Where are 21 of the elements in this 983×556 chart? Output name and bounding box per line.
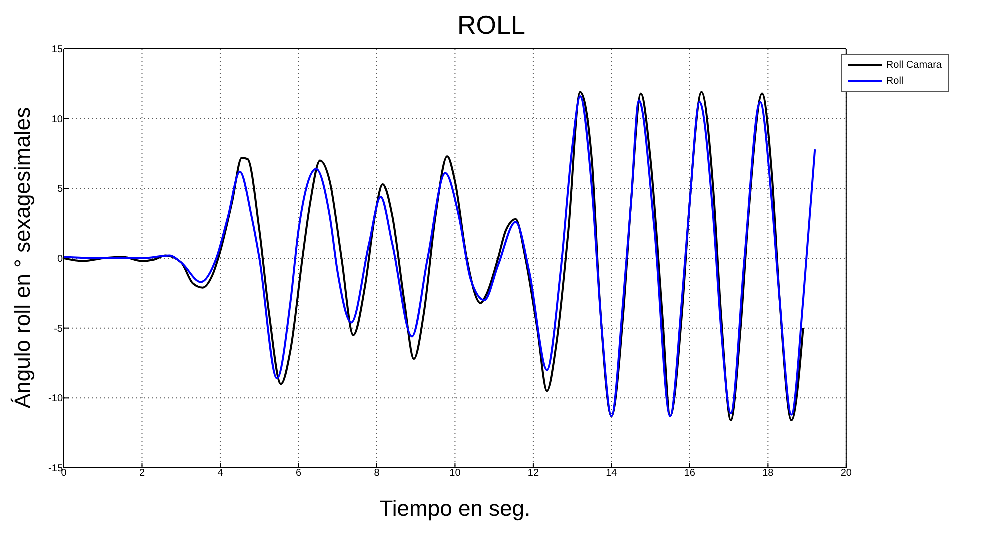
y-tick-label: -10 (48, 394, 64, 405)
y-tick-label: 10 (52, 114, 64, 126)
x-tick-label: 18 (762, 468, 774, 480)
x-tick-label: 16 (684, 468, 696, 480)
y-axis-title: Ángulo roll en ° sexagesimales (10, 107, 35, 408)
chart-title: ROLL (456, 10, 526, 41)
legend-label: Roll (886, 76, 904, 86)
y-tick-label: 0 (57, 254, 64, 266)
x-tick-label: 2 (139, 468, 146, 480)
x-tick-label: 4 (218, 468, 224, 480)
x-tick-label: 6 (296, 468, 302, 480)
x-axis-title: Tiempo en seg. (380, 496, 531, 521)
x-tick-label: 10 (450, 468, 462, 480)
x-tick-label: 14 (606, 468, 618, 480)
x-tick-label: 8 (374, 468, 380, 480)
y-tick-label: 15 (52, 44, 64, 56)
x-tick-label: 20 (840, 468, 852, 480)
y-tick-label: 5 (57, 184, 64, 196)
y-tick-label: -5 (54, 324, 64, 335)
legend-label: Roll Camara (886, 60, 942, 70)
x-tick-label: 12 (528, 468, 540, 480)
